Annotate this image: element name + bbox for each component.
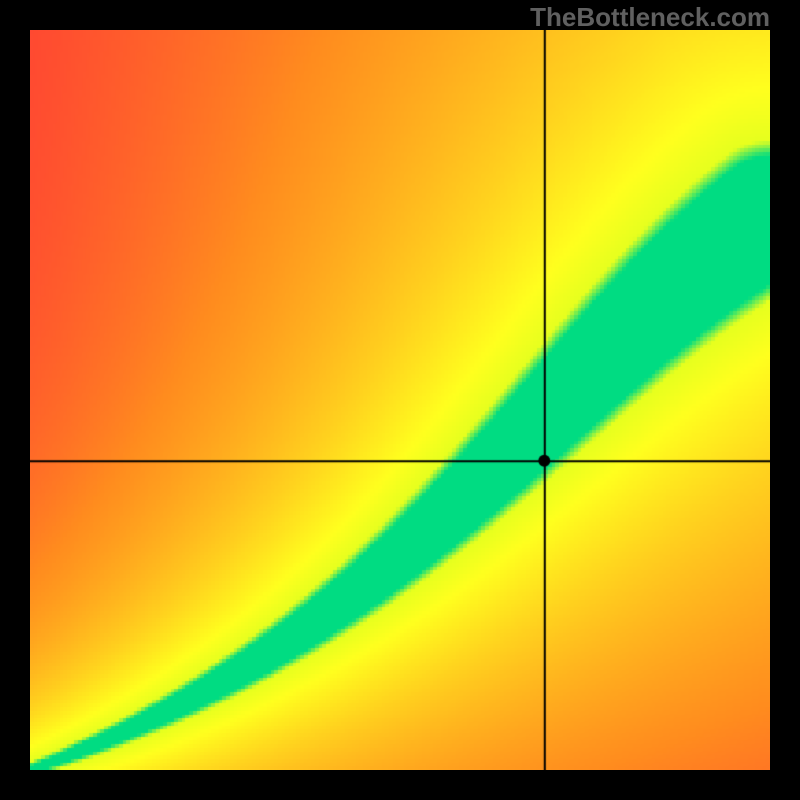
chart-container: TheBottleneck.com [0,0,800,800]
watermark-text: TheBottleneck.com [530,2,770,33]
bottleneck-heatmap [30,30,770,770]
